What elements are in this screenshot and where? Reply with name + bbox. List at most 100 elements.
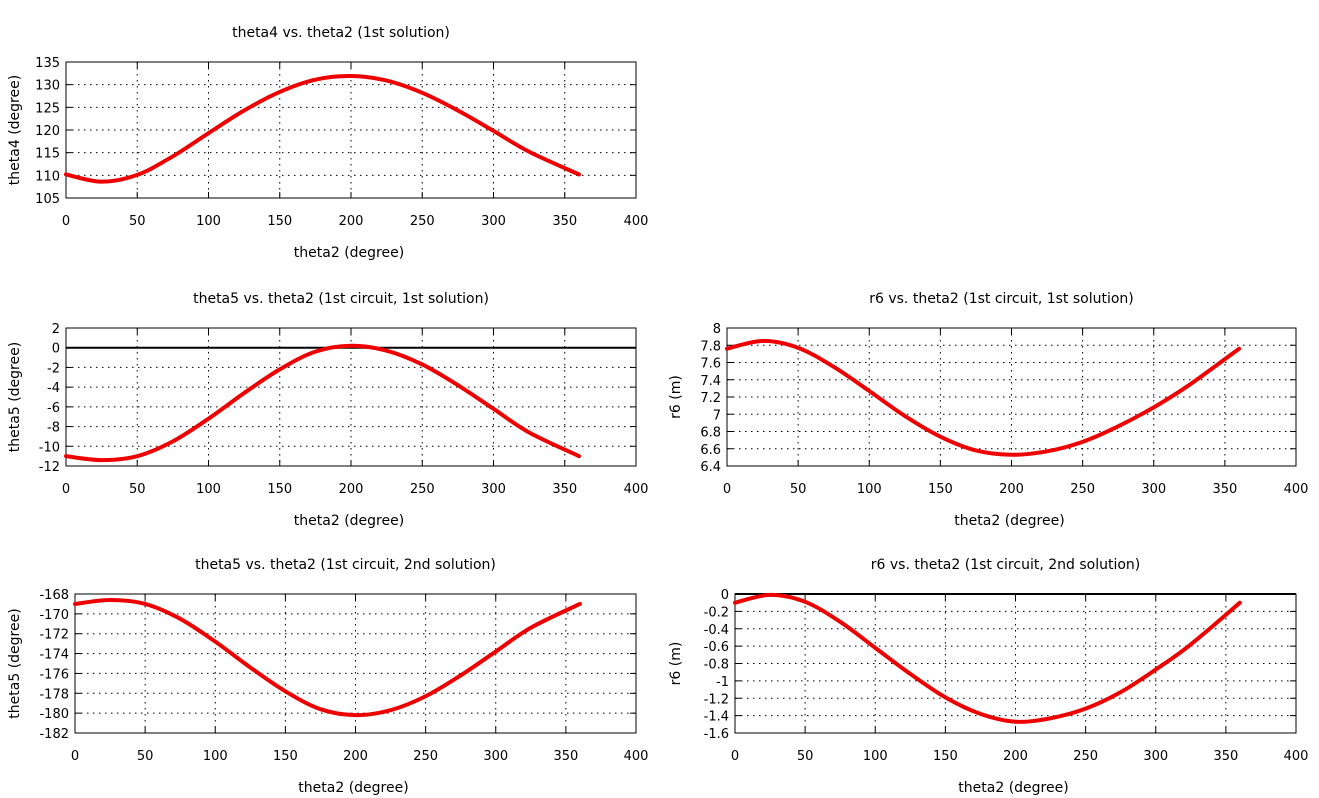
y-tick-label: 7.8 xyxy=(700,339,721,354)
x-tick-label: 100 xyxy=(196,482,221,497)
x-tick-label: 250 xyxy=(1070,482,1095,497)
data-line xyxy=(725,338,1242,457)
x-tick-label: 200 xyxy=(339,214,364,229)
x-tick-label: 150 xyxy=(267,482,292,497)
y-tick-label: 7.4 xyxy=(700,374,721,389)
y-tick-label: 2 xyxy=(52,322,60,337)
y-tick-label: 7 xyxy=(713,408,721,423)
chart-title: theta4 vs. theta2 (1st solution) xyxy=(232,25,450,41)
y-tick-label: -176 xyxy=(39,667,69,682)
x-axis-label: theta2 (degree) xyxy=(958,780,1068,796)
y-tick-label: 135 xyxy=(35,56,60,71)
y-tick-label: -170 xyxy=(39,608,69,623)
x-axis-label: theta2 (degree) xyxy=(298,780,408,796)
x-tick-label: 250 xyxy=(1073,749,1098,764)
x-tick-label: 0 xyxy=(731,749,739,764)
x-tick-label: 150 xyxy=(267,214,292,229)
x-tick-label: 50 xyxy=(137,749,154,764)
x-tick-label: 50 xyxy=(129,482,146,497)
y-tick-label: -180 xyxy=(39,707,69,722)
plot-frame xyxy=(734,593,1297,734)
y-tick-label: 8 xyxy=(713,322,721,337)
x-tick-label: 150 xyxy=(273,749,298,764)
x-axis-label: theta2 (degree) xyxy=(294,245,404,261)
x-tick-label: 350 xyxy=(1213,749,1238,764)
chart-1: theta4 vs. theta2 (1st solution) 0 50 100 15… xyxy=(7,25,648,261)
x-tick-label: 100 xyxy=(857,482,882,497)
y-tick-label: -4 xyxy=(47,381,60,396)
y-tick-label: -2 xyxy=(47,361,60,376)
y-tick-label: -174 xyxy=(39,648,69,663)
y-tick-label: 110 xyxy=(35,169,60,184)
y-axis-label: theta5 (degree) xyxy=(7,342,23,452)
x-tick-label: 200 xyxy=(339,482,364,497)
y-axis-label: theta4 (degree) xyxy=(7,75,23,185)
y-tick-label: -1.4 xyxy=(704,710,729,725)
chart-title: theta5 vs. theta2 (1st circuit, 1st solu… xyxy=(193,291,489,307)
y-tick-label: 130 xyxy=(35,79,60,94)
y-tick-label: -0.4 xyxy=(704,623,729,638)
x-tick-label: 200 xyxy=(343,749,368,764)
y-tick-label: -172 xyxy=(39,628,69,643)
y-tick-label: -12 xyxy=(39,460,60,475)
x-tick-label: 400 xyxy=(624,214,649,229)
y-axis-label: r6 (m) xyxy=(668,375,684,419)
y-tick-label: 6.8 xyxy=(700,426,721,441)
x-tick-label: 100 xyxy=(196,214,221,229)
plot-frame xyxy=(65,327,637,467)
y-tick-label: 115 xyxy=(35,147,60,162)
x-tick-label: 150 xyxy=(928,482,953,497)
x-tick-label: 350 xyxy=(552,482,577,497)
y-tick-label: -182 xyxy=(39,727,69,742)
y-tick-label: 0 xyxy=(52,342,60,357)
y-tick-label: -1.2 xyxy=(704,692,729,707)
x-tick-label: 100 xyxy=(863,749,888,764)
x-tick-label: 350 xyxy=(553,749,578,764)
x-tick-label: 0 xyxy=(62,482,70,497)
x-tick-label: 400 xyxy=(624,749,649,764)
x-tick-label: 250 xyxy=(410,482,435,497)
x-tick-label: 150 xyxy=(933,749,958,764)
y-tick-label: -8 xyxy=(47,421,60,436)
chart-3: r6 vs. theta2 (1st circuit, 1st solution… xyxy=(668,291,1308,529)
y-tick-label: 125 xyxy=(35,101,60,116)
y-axis-label: r6 (m) xyxy=(668,642,684,686)
x-tick-label: 300 xyxy=(1141,482,1166,497)
x-tick-label: 250 xyxy=(410,214,435,229)
x-tick-label: 0 xyxy=(62,214,70,229)
x-tick-label: 50 xyxy=(790,482,807,497)
y-tick-label: 6.4 xyxy=(700,460,721,475)
y-tick-label: -10 xyxy=(39,440,60,455)
x-tick-label: 300 xyxy=(481,214,506,229)
x-tick-label: 50 xyxy=(129,214,146,229)
y-axis-label: theta5 (degree) xyxy=(7,608,23,718)
plot-frame xyxy=(74,593,637,734)
x-tick-label: 0 xyxy=(723,482,731,497)
x-tick-label: 250 xyxy=(413,749,438,764)
y-tick-label: 0 xyxy=(721,588,729,603)
x-tick-label: 0 xyxy=(71,749,79,764)
x-tick-label: 300 xyxy=(483,749,508,764)
y-tick-label: -168 xyxy=(39,588,69,603)
y-tick-label: -0.2 xyxy=(704,605,729,620)
y-tick-label: 7.6 xyxy=(700,357,721,372)
y-tick-label: -1.6 xyxy=(704,727,729,742)
x-tick-label: 300 xyxy=(481,482,506,497)
data-line xyxy=(64,74,581,184)
x-tick-label: 200 xyxy=(1003,749,1028,764)
x-tick-label: 400 xyxy=(1284,482,1309,497)
x-tick-label: 350 xyxy=(552,214,577,229)
chart-title: r6 vs. theta2 (1st circuit, 1st solution… xyxy=(869,291,1134,307)
y-tick-label: 120 xyxy=(35,124,60,139)
data-line xyxy=(733,592,1242,724)
y-tick-label: 105 xyxy=(35,192,60,207)
x-tick-label: 300 xyxy=(1143,749,1168,764)
chart-title: r6 vs. theta2 (1st circuit, 2nd solution… xyxy=(871,557,1141,573)
x-tick-label: 100 xyxy=(203,749,228,764)
x-tick-label: 350 xyxy=(1212,482,1237,497)
x-tick-label: 50 xyxy=(797,749,814,764)
y-tick-label: -178 xyxy=(39,687,69,702)
data-line xyxy=(73,597,582,718)
plot-frame xyxy=(726,327,1297,467)
data-line xyxy=(64,343,581,463)
